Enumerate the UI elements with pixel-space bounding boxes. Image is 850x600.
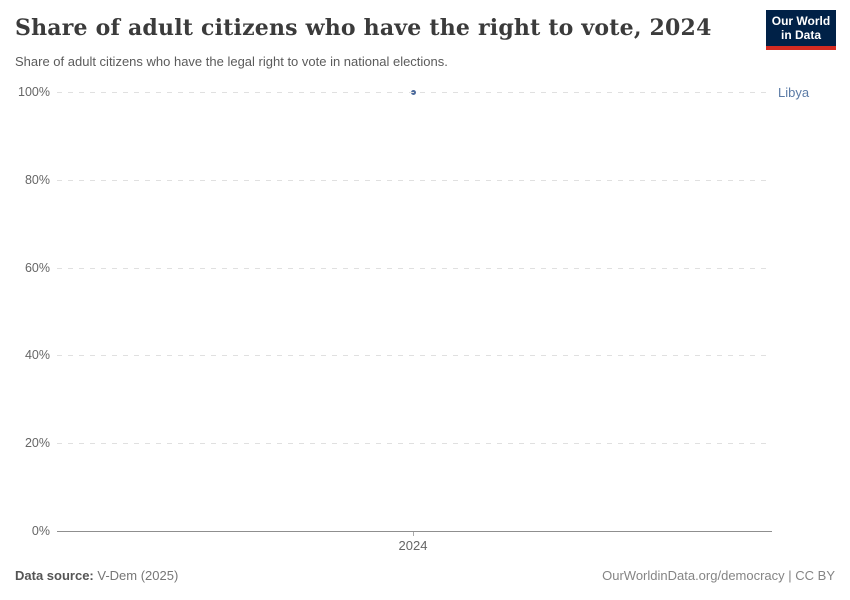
x-axis-line <box>57 531 772 532</box>
x-axis-tick-mark <box>413 531 414 536</box>
x-axis-tick-label: 2024 <box>398 538 428 553</box>
chart-title: Share of adult citizens who have the rig… <box>15 15 712 41</box>
gridline <box>57 179 772 181</box>
y-axis-tick-label: 100% <box>18 85 50 99</box>
gridline <box>57 267 772 269</box>
y-axis-tick-label: 20% <box>24 436 50 451</box>
gridline <box>57 443 772 445</box>
data-source-label: Data source: <box>15 568 94 583</box>
owid-url-license[interactable]: OurWorldinData.org/democracy | CC BY <box>602 568 835 583</box>
y-axis-tick-label: 80% <box>24 172 50 187</box>
data-source-note: Data source: V-Dem (2025) <box>15 568 178 583</box>
owid-logo-line1: Our World <box>771 14 831 28</box>
entity-label-libya[interactable]: Libya <box>778 85 810 100</box>
chart-subtitle: Share of adult citizens who have the leg… <box>15 54 448 69</box>
gridline <box>57 92 772 93</box>
y-axis-tick-label: 40% <box>24 348 50 363</box>
y-axis-tick-label: 60% <box>24 260 50 275</box>
gridline <box>57 355 772 357</box>
data-source-value: V-Dem (2025) <box>93 568 179 583</box>
owid-logo[interactable]: Our World in Data <box>766 10 836 50</box>
y-axis-tick-label: 0% <box>31 524 50 538</box>
owid-logo-line2: in Data <box>780 28 821 42</box>
